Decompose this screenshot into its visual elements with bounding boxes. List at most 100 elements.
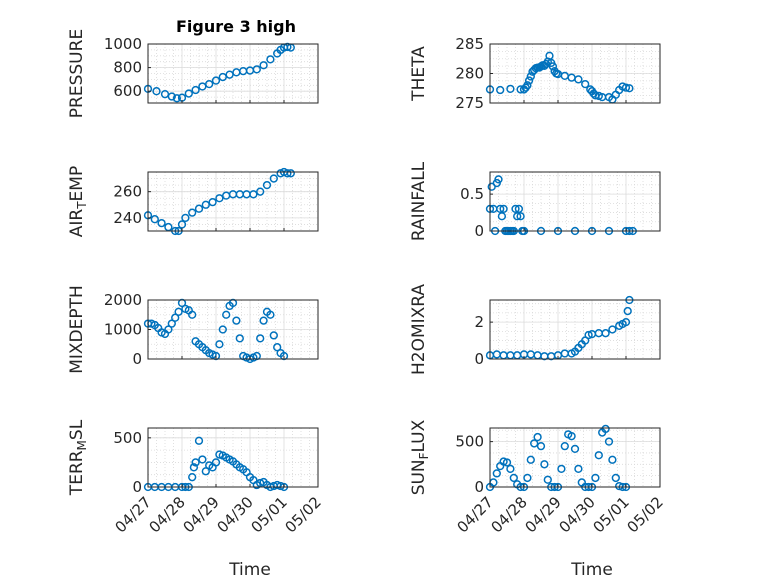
data-point: [150, 215, 159, 224]
y-axis-label: RAINFALL: [409, 161, 429, 241]
subplot-2: 275 280 285 THETA: [409, 35, 661, 112]
data-point: [509, 473, 518, 483]
x-axis-label: Time: [228, 560, 271, 580]
data-point: [191, 85, 200, 95]
data-point: [259, 61, 268, 70]
data-point: [591, 473, 600, 483]
subplot-1: 600 800 1000 PRESSURE Figure 3 high: [67, 17, 319, 118]
data-point: [608, 455, 617, 464]
data-point: [516, 212, 525, 221]
y-tick-label: 260: [113, 183, 142, 201]
data-point: [262, 180, 272, 190]
data-point: [188, 208, 197, 217]
data-point: [533, 432, 542, 442]
data-point: [215, 340, 224, 349]
y-axis-label: TERRMSL: [67, 419, 89, 496]
data-point: [269, 331, 278, 340]
data-point: [208, 198, 217, 207]
data-point: [167, 319, 176, 328]
axes-box: [489, 427, 661, 488]
y-tick-label: 0.5: [460, 185, 484, 203]
data-point: [530, 439, 539, 448]
data-point: [523, 81, 532, 90]
data-point: [259, 316, 268, 325]
data-point: [540, 460, 549, 469]
data-point: [211, 458, 221, 467]
data-point: [513, 212, 522, 221]
data-point: [256, 334, 265, 343]
data-point: [623, 306, 632, 316]
chart-title: Figure 3 high: [176, 17, 296, 36]
data-point: [514, 204, 524, 214]
data-point: [211, 76, 221, 85]
data-point: [188, 310, 197, 319]
y-tick-label: 0: [132, 350, 142, 368]
data-point: [499, 204, 508, 214]
axes-box: [489, 171, 661, 232]
y-tick-label: 500: [113, 429, 142, 447]
data-point: [191, 458, 200, 467]
data-point: [273, 343, 282, 352]
data-point: [218, 325, 227, 334]
data-point: [266, 310, 275, 319]
data-point: [164, 222, 173, 232]
data-point: [157, 218, 166, 228]
data-point: [181, 213, 190, 223]
data-point: [611, 473, 620, 483]
y-axis-label: THETA: [409, 46, 429, 102]
data-point: [594, 451, 603, 460]
data-point: [194, 436, 204, 445]
y-tick-label: 0: [474, 478, 484, 496]
data-point: [543, 475, 552, 484]
data-point: [497, 212, 507, 221]
data-point: [222, 310, 231, 319]
data-point: [506, 84, 515, 93]
y-tick-label: 0: [474, 222, 484, 240]
data-point: [548, 62, 558, 71]
y-tick-label: 2: [474, 313, 484, 331]
data-point: [516, 85, 525, 94]
data-point: [494, 175, 503, 184]
y-axis-label: H2OMIXRA: [409, 284, 429, 375]
y-tick-label: 280: [455, 65, 484, 83]
data-point: [526, 455, 535, 464]
data-point: [266, 55, 275, 64]
data-point: [560, 442, 569, 451]
y-tick-label: 1000: [104, 321, 142, 339]
data-point: [523, 473, 532, 483]
data-point: [502, 458, 512, 467]
data-point: [232, 316, 241, 325]
data-point: [604, 437, 614, 446]
y-tick-label: 285: [455, 35, 484, 53]
data-point: [269, 174, 278, 183]
y-tick-label: 500: [455, 433, 484, 451]
data-point: [171, 313, 180, 322]
y-tick-label: 2000: [104, 291, 142, 309]
data-point: [256, 187, 265, 196]
data-point: [184, 89, 193, 98]
data-point: [557, 464, 566, 473]
data-point: [621, 317, 631, 327]
data-point: [506, 464, 515, 473]
data-point: [177, 220, 187, 229]
y-tick-label: 600: [113, 82, 142, 100]
y-tick-label: 275: [455, 94, 484, 112]
y-tick-label: 800: [113, 59, 142, 77]
x-axis-label: Time: [570, 560, 613, 580]
data-point: [283, 169, 292, 178]
data-point: [201, 200, 210, 209]
subplot-6: 0 2 H2OMIXRA: [409, 284, 661, 375]
y-tick-label: 240: [113, 209, 142, 227]
data-point: [524, 76, 534, 85]
data-point: [174, 307, 183, 316]
data-point: [194, 204, 204, 213]
data-point: [492, 469, 501, 478]
y-tick-label: 0: [474, 350, 484, 368]
axes-box: [147, 427, 319, 488]
axes-box: [489, 299, 661, 360]
data-point: [499, 457, 508, 466]
data-point: [601, 424, 610, 434]
y-tick-label: 0: [132, 478, 142, 496]
data-point: [621, 83, 631, 92]
